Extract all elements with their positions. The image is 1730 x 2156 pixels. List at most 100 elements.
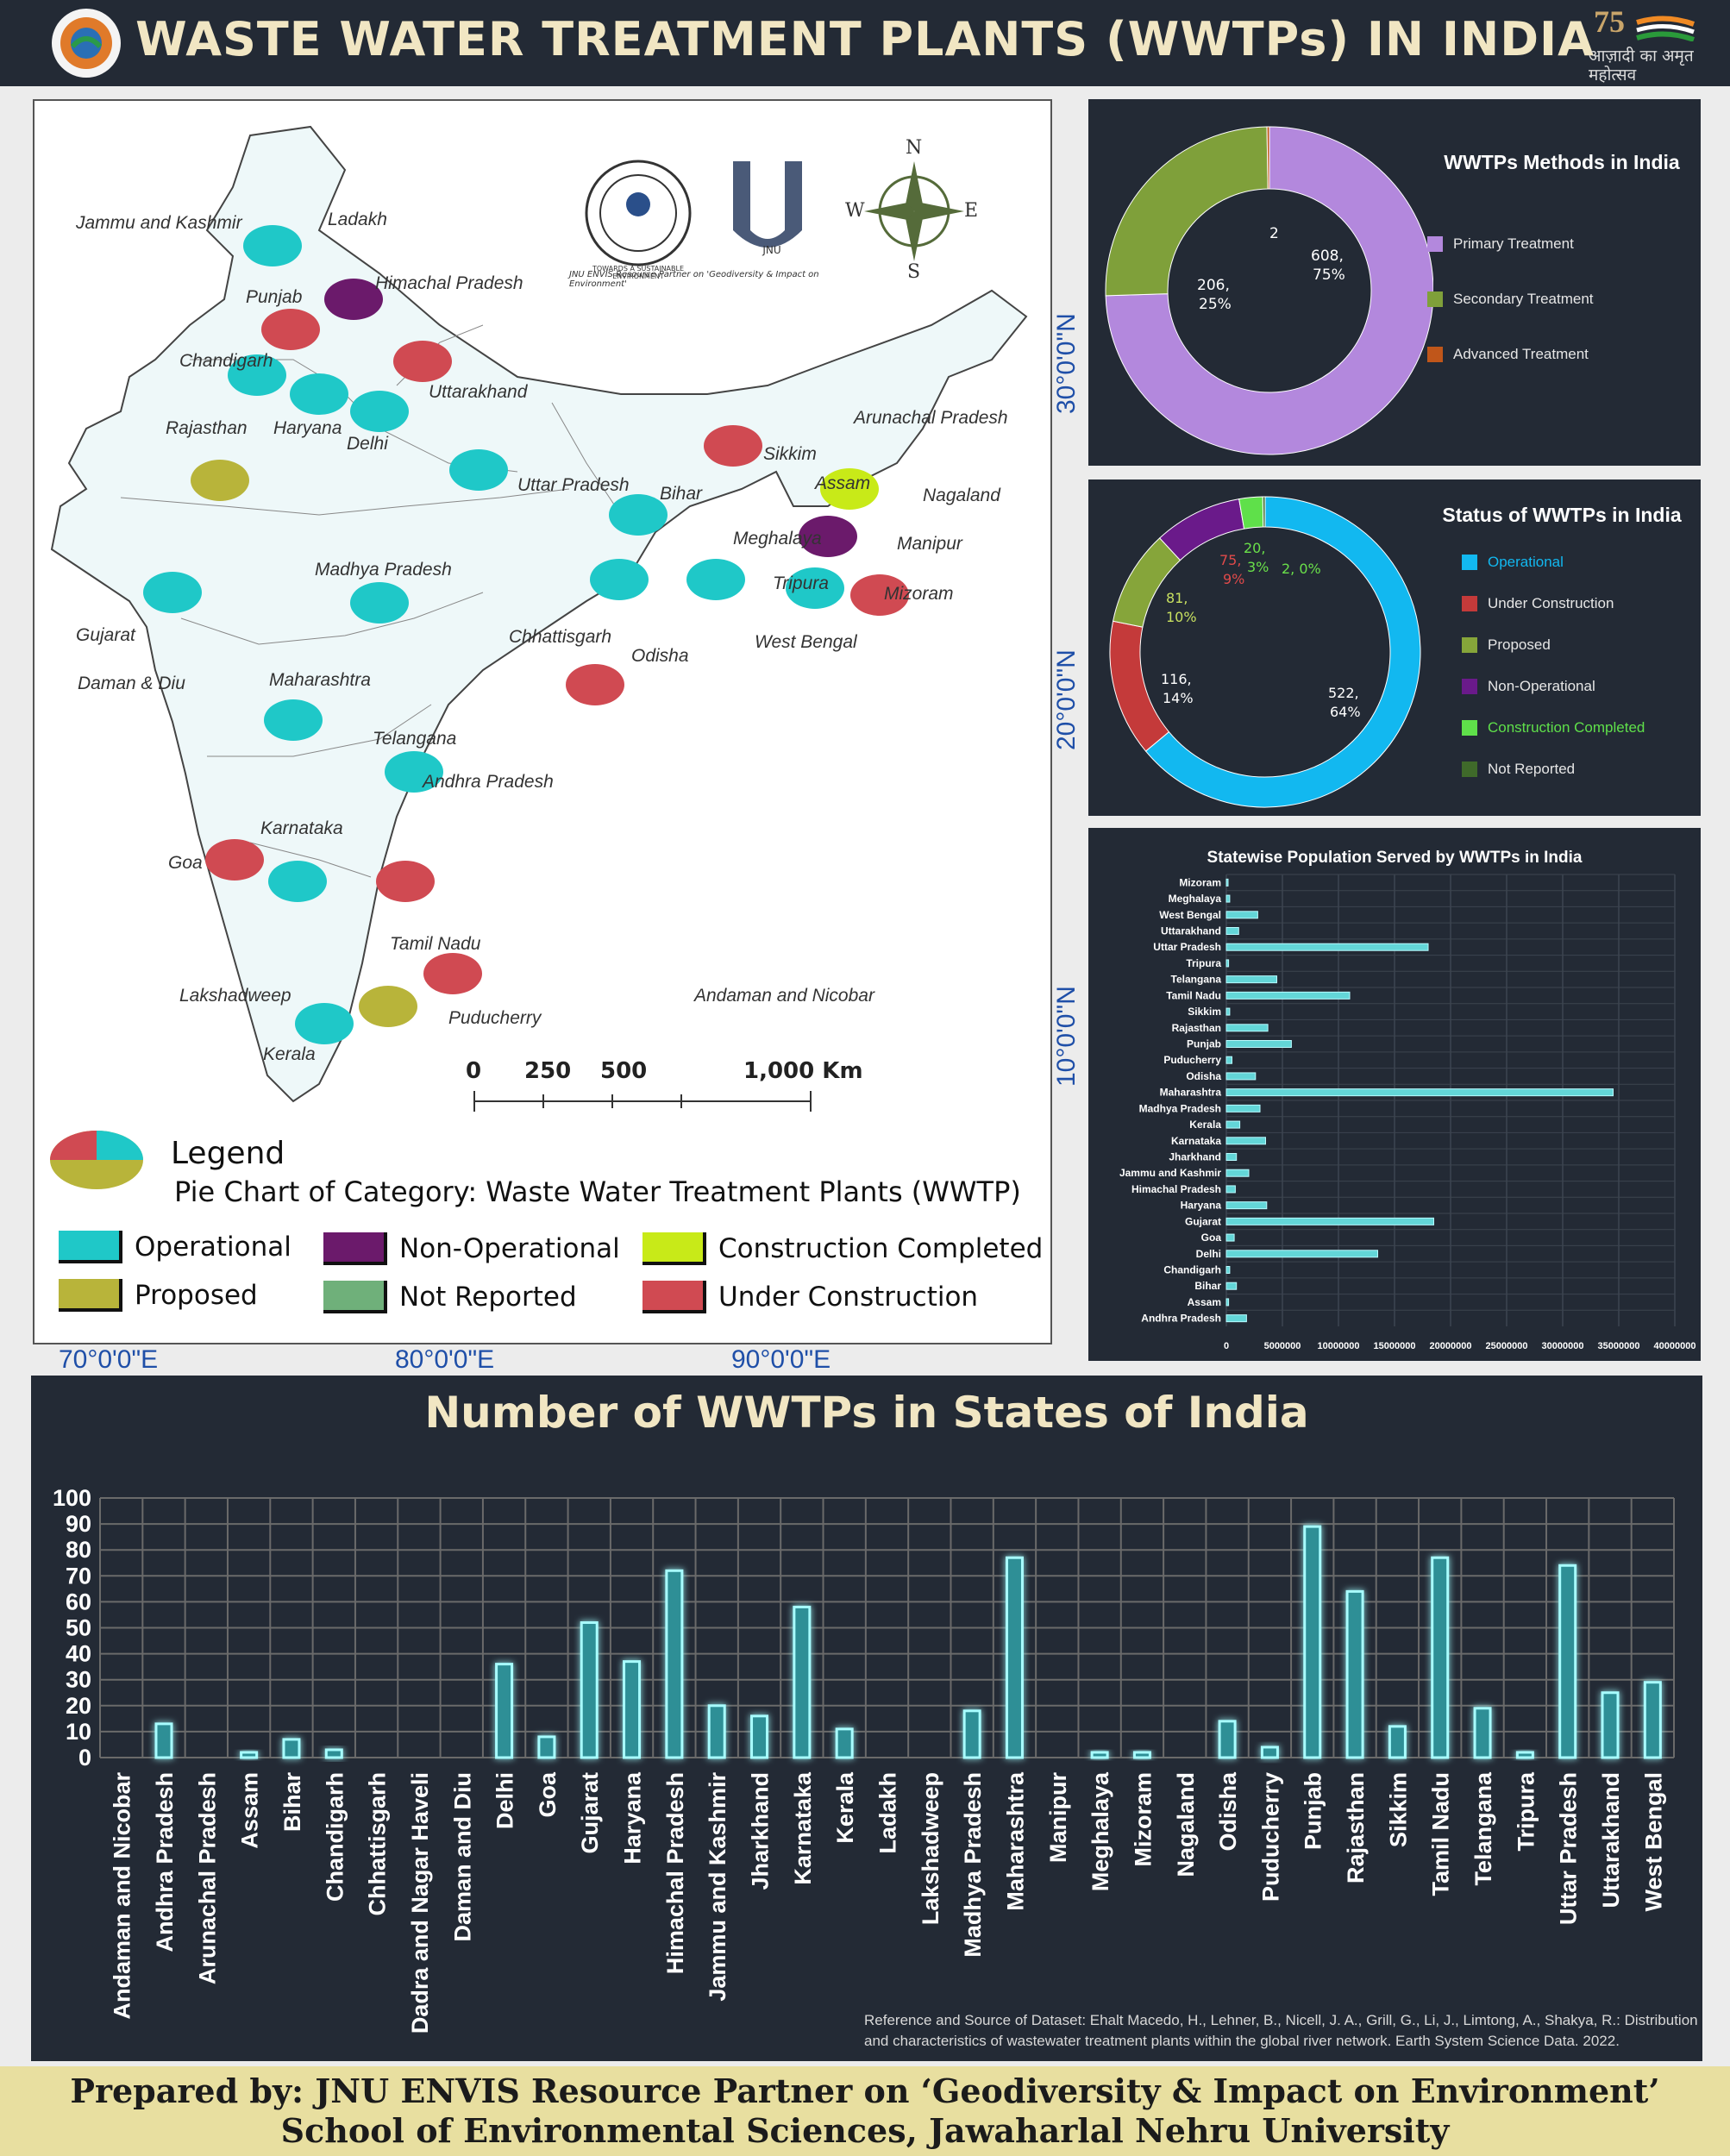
population-bar-telangana xyxy=(1225,975,1277,984)
population-xtick: 40000000 xyxy=(1654,1341,1696,1351)
population-bar-kerala xyxy=(1225,1120,1241,1129)
legend-swatch xyxy=(1427,347,1443,362)
states-bar-tamil-nadu xyxy=(1431,1556,1450,1759)
states-label-goa: Goa xyxy=(535,1771,561,1817)
scale-500: 500 xyxy=(600,1058,648,1084)
map-label-rajasthan: Rajasthan xyxy=(166,418,248,438)
methods-legend: Primary Treatment Secondary Treatment Adva… xyxy=(1427,235,1594,401)
compass-icon xyxy=(864,161,964,261)
map-pie-andhra-pradesh xyxy=(376,861,435,902)
states-bar-west-bengal xyxy=(1643,1681,1662,1759)
states-bar-gujarat xyxy=(580,1620,599,1759)
footer-line1: Prepared by: JNU ENVIS Resource Partner … xyxy=(70,2071,1660,2110)
lat-20: 20°0'0"N xyxy=(1052,649,1081,750)
population-label-west-bengal: West Bengal xyxy=(1159,909,1221,921)
population-label-odisha: Odisha xyxy=(1186,1070,1221,1082)
map-label-madhya-pradesh: Madhya Pradesh xyxy=(315,560,452,580)
states-panel: Number of WWTPs in States of India 0 10 20 3… xyxy=(31,1376,1702,2061)
map-label-mizoram: Mizoram xyxy=(884,584,954,604)
map-pie-haryana xyxy=(290,373,348,415)
envis-logo-icon xyxy=(52,9,121,78)
legend-label: Operational xyxy=(135,1232,291,1263)
legend-label: Construction Completed xyxy=(718,1233,1044,1264)
methods-label-secondary-val: 206, xyxy=(1197,277,1230,294)
legend-swatch xyxy=(1462,596,1477,611)
population-bar-chandigarh xyxy=(1225,1266,1231,1274)
legend-item-construction-completed: Construction Completed xyxy=(642,1232,1043,1265)
lon-70: 70°0'0"E xyxy=(59,1345,159,1374)
states-label-andaman-and-nicobar: Andaman and Nicobar xyxy=(110,1772,135,2020)
map-pie-gujarat xyxy=(143,572,202,613)
population-label-haryana: Haryana xyxy=(1181,1200,1222,1212)
population-label-uttarakhand: Uttarakhand xyxy=(1161,925,1221,937)
states-label-delhi: Delhi xyxy=(492,1772,518,1829)
map-pie-bihar xyxy=(609,494,668,536)
states-label-tamil-nadu: Tamil Nadu xyxy=(1428,1772,1454,1896)
azadi-logo: 75 आज़ादी का अमृत महोत्सव xyxy=(1585,3,1714,85)
status-legend-non-operational: Non-Operational xyxy=(1462,678,1645,695)
azadi-number: 75 xyxy=(1594,4,1625,39)
population-label-telangana: Telangana xyxy=(1171,974,1222,986)
states-ytick: 20 xyxy=(66,1693,91,1719)
states-label-odisha: Odisha xyxy=(1215,1771,1241,1852)
population-xtick: 25000000 xyxy=(1486,1341,1528,1351)
states-bar-mizoram xyxy=(1132,1751,1151,1759)
states-bar-telangana xyxy=(1473,1707,1492,1759)
map-label-west-bengal: West Bengal xyxy=(755,632,857,652)
map-pie-uttarakhand xyxy=(393,341,452,382)
population-panel: Statewise Population Served by WWTPs in … xyxy=(1088,828,1701,1361)
map-label-himachal-pradesh: Himachal Pradesh xyxy=(375,273,523,293)
states-ytick: 30 xyxy=(66,1667,91,1693)
jnu-text: JNU xyxy=(762,244,781,256)
legend-item-operational: Operational xyxy=(59,1231,291,1263)
population-xtick: 20000000 xyxy=(1430,1341,1472,1351)
population-label-gujarat: Gujarat xyxy=(1185,1215,1221,1227)
states-bar-meghalaya xyxy=(1090,1751,1109,1759)
status-label-notreported: 2, 0% xyxy=(1282,561,1321,577)
states-bar-odisha xyxy=(1218,1720,1237,1759)
population-bar-karnataka xyxy=(1225,1137,1266,1145)
map-label-kerala: Kerala xyxy=(263,1044,316,1064)
population-bar-jharkhand xyxy=(1225,1153,1238,1161)
legend-label: Construction Completed xyxy=(1488,719,1645,736)
status-legend: Operational Under Construction Proposed Non… xyxy=(1462,554,1645,802)
states-bar-assam xyxy=(240,1751,259,1759)
states-label-meghalaya: Meghalaya xyxy=(1088,1771,1113,1891)
methods-slice-0 xyxy=(1105,126,1433,455)
map-pie-puducherry xyxy=(423,953,482,994)
states-bar-goa xyxy=(537,1735,556,1759)
states-label-puducherry: Puducherry xyxy=(1257,1772,1283,1902)
population-bar-odisha xyxy=(1225,1072,1257,1081)
status-label-nonop-val: 75, xyxy=(1219,552,1242,568)
population-label-tamil-nadu: Tamil Nadu xyxy=(1166,989,1221,1001)
status-label-cc-val: 20, xyxy=(1244,540,1266,556)
states-label-uttarakhand: Uttarakhand xyxy=(1598,1772,1624,1908)
map-label-jammu-and-kashmir: Jammu and Kashmir xyxy=(76,213,242,233)
map-label-puducherry: Puducherry xyxy=(448,1008,542,1028)
legend-swatch xyxy=(1427,236,1443,252)
states-ytick: 0 xyxy=(78,1745,91,1771)
states-label-daman-and-diu: Daman and Diu xyxy=(449,1772,475,1942)
states-bar-uttar-pradesh xyxy=(1558,1564,1577,1759)
map-pie-assam xyxy=(820,468,879,510)
scale-bar xyxy=(473,1091,812,1112)
legend-swatch xyxy=(642,1281,706,1313)
methods-label-primary-pct: 75% xyxy=(1313,266,1345,284)
legend-label: Operational xyxy=(1488,554,1564,570)
population-label-puducherry: Puducherry xyxy=(1163,1054,1221,1066)
map-label-goa: Goa xyxy=(168,853,203,873)
map-pie-telangana xyxy=(385,751,443,793)
states-label-chandigarh: Chandigarh xyxy=(322,1772,348,1902)
status-legend-construction-completed: Construction Completed xyxy=(1462,719,1645,736)
population-label-himachal-pradesh: Himachal Pradesh xyxy=(1131,1183,1221,1195)
map-pie-himachal xyxy=(324,279,383,320)
legend-swatch xyxy=(59,1279,122,1312)
states-bar-madhya-pradesh xyxy=(962,1709,981,1759)
states-bar-andhra-pradesh xyxy=(154,1722,173,1759)
population-bar-uttar-pradesh xyxy=(1225,943,1429,951)
population-label-karnataka: Karnataka xyxy=(1171,1135,1221,1147)
population-label-meghalaya: Meghalaya xyxy=(1169,893,1222,905)
states-label-rajasthan: Rajasthan xyxy=(1343,1772,1369,1883)
azadi-text: आज़ादी का अमृत महोत्सव xyxy=(1589,47,1694,85)
population-label-uttar-pradesh: Uttar Pradesh xyxy=(1153,941,1221,953)
